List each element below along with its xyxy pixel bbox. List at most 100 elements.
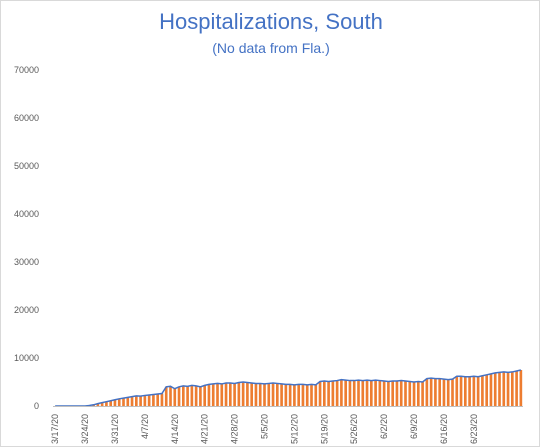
bar <box>302 384 305 406</box>
bar <box>494 373 497 406</box>
x-tick-label: 4/7/20 <box>140 414 150 439</box>
x-tick-label: 6/2/20 <box>379 414 389 439</box>
x-tick-label: 4/21/20 <box>200 414 210 444</box>
bar <box>203 385 206 406</box>
bar <box>421 382 424 406</box>
bar <box>430 378 433 406</box>
bar <box>361 381 364 406</box>
bar <box>165 387 168 406</box>
bar <box>225 383 228 406</box>
x-tick-label: 3/24/20 <box>80 414 90 444</box>
bar <box>374 380 377 406</box>
bar <box>191 385 194 406</box>
x-tick-label: 5/5/20 <box>260 414 270 439</box>
bar <box>417 382 420 406</box>
bar <box>366 380 369 406</box>
bar <box>460 376 463 406</box>
bar <box>387 382 390 406</box>
bar <box>447 380 450 406</box>
bar <box>511 372 514 406</box>
bar <box>272 383 275 406</box>
bar <box>280 384 283 406</box>
line-series <box>55 370 521 406</box>
bar <box>353 381 356 406</box>
series-line <box>55 370 521 406</box>
bar <box>349 381 352 406</box>
bar <box>490 374 493 406</box>
bar <box>413 382 416 406</box>
bar <box>220 384 223 406</box>
bar <box>263 384 266 406</box>
bar <box>233 383 236 406</box>
bar <box>507 372 510 406</box>
bar <box>310 384 313 406</box>
bar <box>186 386 189 406</box>
bar <box>319 382 322 406</box>
bar <box>173 389 176 406</box>
y-tick-label: 0 <box>34 401 39 411</box>
bar <box>426 379 429 406</box>
bar <box>468 377 471 406</box>
x-tick-label: 4/14/20 <box>170 414 180 444</box>
bar <box>396 381 399 406</box>
x-tick-label: 6/16/20 <box>439 414 449 444</box>
bar <box>246 382 249 406</box>
bar <box>502 372 505 406</box>
bar <box>357 380 360 406</box>
bar <box>285 384 288 406</box>
y-tick-label: 50000 <box>14 161 39 171</box>
bar <box>199 387 202 406</box>
bar <box>250 383 253 406</box>
bar <box>379 381 382 406</box>
bar <box>477 377 480 406</box>
x-tick-label: 5/26/20 <box>349 414 359 444</box>
bar <box>144 395 147 406</box>
bar <box>255 383 258 406</box>
bar <box>216 383 219 406</box>
bar <box>485 375 488 406</box>
x-tick-label: 5/19/20 <box>319 414 329 444</box>
bar <box>383 381 386 406</box>
bar <box>242 382 245 406</box>
bar <box>293 385 296 406</box>
bar <box>182 386 185 406</box>
bar <box>481 376 484 406</box>
bar <box>289 384 292 406</box>
bar <box>520 370 523 406</box>
bar <box>148 395 151 406</box>
bar <box>195 386 198 406</box>
bar <box>323 381 326 406</box>
bar <box>169 386 172 406</box>
bar <box>344 380 347 406</box>
y-tick-label: 10000 <box>14 353 39 363</box>
bar <box>451 379 454 406</box>
bar <box>327 382 330 406</box>
bar <box>118 399 121 406</box>
x-tick-label: 6/23/20 <box>469 414 479 444</box>
bar <box>340 380 343 406</box>
bar <box>332 381 335 406</box>
bar <box>515 371 518 406</box>
bar <box>438 379 441 406</box>
x-tick-label: 3/31/20 <box>110 414 120 444</box>
bar <box>178 387 181 406</box>
y-tick-label: 70000 <box>14 65 39 75</box>
bar <box>408 382 411 406</box>
bar <box>400 381 403 406</box>
bar <box>443 379 446 406</box>
bar <box>306 385 309 406</box>
bar <box>122 398 125 406</box>
bar <box>152 394 155 406</box>
x-tick-label: 5/12/20 <box>289 414 299 444</box>
bar <box>238 382 241 406</box>
bar <box>126 397 129 406</box>
bar <box>391 381 394 406</box>
x-tick-label: 6/9/20 <box>409 414 419 439</box>
bar <box>464 377 467 406</box>
bar <box>336 381 339 406</box>
bar <box>156 394 159 406</box>
